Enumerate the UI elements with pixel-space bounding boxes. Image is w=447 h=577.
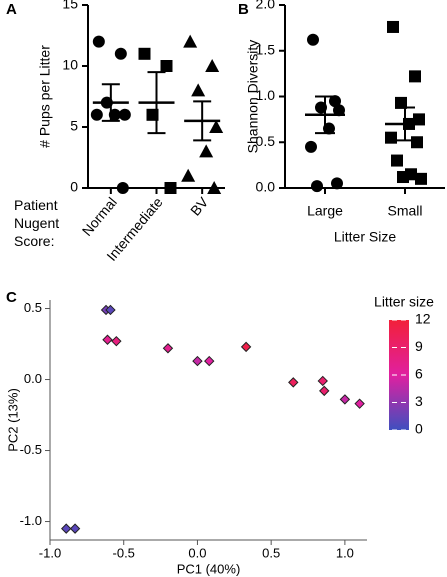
x-tick-label: BV <box>187 194 212 219</box>
panel-label: A <box>6 1 17 18</box>
data-point <box>105 304 116 316</box>
data-point <box>204 355 215 367</box>
data-point <box>207 181 222 194</box>
y-axis-title: PC2 (13%) <box>5 388 20 452</box>
data-point <box>415 172 427 185</box>
data-point <box>192 355 203 367</box>
data-point <box>191 83 206 97</box>
x-tick-label: -1.0 <box>39 545 61 560</box>
colorbar-tick-label: 12 <box>415 311 431 327</box>
data-point <box>240 341 252 353</box>
data-point <box>205 59 220 72</box>
colorbar-title: Litter size <box>374 294 434 310</box>
data-point <box>339 394 351 405</box>
colorbar-tick-label: 9 <box>415 338 423 354</box>
data-point <box>333 104 345 117</box>
data-point <box>181 168 196 182</box>
data-point <box>317 375 328 387</box>
data-point <box>395 96 407 109</box>
data-point <box>138 47 151 60</box>
data-point <box>391 154 403 167</box>
y-tick-label: 1.5 <box>256 41 276 57</box>
data-point <box>160 60 173 72</box>
x-tick-label: Large <box>307 203 343 219</box>
x-tick-label: Normal <box>79 194 120 239</box>
data-point <box>199 144 214 158</box>
y-tick-label: 15 <box>62 0 78 12</box>
x-axis-title: Patient Nugent Score: <box>14 197 60 249</box>
x-tick-label: 0.5 <box>262 545 280 560</box>
y-axis-title: Shannon Diversity <box>245 40 261 154</box>
colorbar-tick-label: 0 <box>415 421 423 437</box>
x-axis-title: PC1 (40%) <box>177 561 241 576</box>
y-tick-label: 0 <box>70 179 78 195</box>
data-point <box>164 182 177 194</box>
y-tick-label: -1.0 <box>20 513 42 528</box>
data-point <box>90 108 103 121</box>
data-point <box>411 136 423 149</box>
x-tick-label: Small <box>387 203 422 219</box>
data-point <box>209 120 224 133</box>
data-point <box>102 334 113 345</box>
y-tick-label: -0.5 <box>20 442 42 457</box>
data-point <box>387 20 399 33</box>
data-point <box>385 131 397 144</box>
y-axis-title: # Pups per Litter <box>37 45 53 148</box>
data-point <box>319 385 330 397</box>
y-tick-label: 0.5 <box>256 133 276 149</box>
data-point <box>409 70 421 83</box>
data-point <box>116 182 129 194</box>
data-point <box>329 95 341 108</box>
data-point <box>331 177 343 190</box>
data-point <box>288 377 299 388</box>
y-tick-label: 0.0 <box>24 371 42 386</box>
colorbar-tick-label: 3 <box>415 393 423 409</box>
data-point <box>111 335 122 347</box>
data-point <box>307 33 319 46</box>
data-point <box>311 180 323 193</box>
y-tick-label: 2.0 <box>256 0 276 12</box>
data-point <box>114 47 127 60</box>
data-point <box>354 398 365 409</box>
x-axis-title: Litter Size <box>334 229 396 245</box>
x-tick-label: -0.5 <box>113 545 135 560</box>
y-tick-label: 0.5 <box>24 300 42 315</box>
data-point <box>397 171 409 184</box>
data-point <box>305 140 317 153</box>
x-tick-label: 1.0 <box>336 545 354 560</box>
data-point <box>413 113 425 126</box>
data-point <box>92 35 105 48</box>
data-point <box>118 108 131 121</box>
colorbar-tick-label: 6 <box>415 366 423 382</box>
panel-label: C <box>6 289 17 306</box>
x-tick-label: 0.0 <box>188 545 206 560</box>
y-tick-label: 10 <box>62 57 78 73</box>
data-point <box>69 523 81 534</box>
y-tick-label: 0.0 <box>256 179 276 195</box>
y-tick-label: 1.0 <box>256 87 276 103</box>
data-point <box>183 34 198 48</box>
data-point <box>61 523 72 534</box>
data-point <box>162 343 174 354</box>
y-tick-label: 5 <box>70 118 78 134</box>
panel-label: B <box>238 1 249 18</box>
